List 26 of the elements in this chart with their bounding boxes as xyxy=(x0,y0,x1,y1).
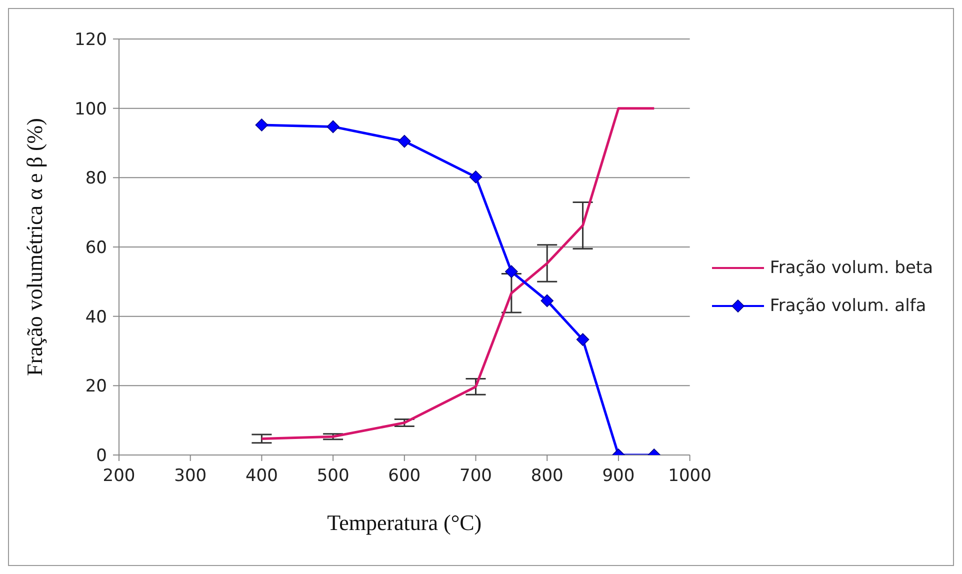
y-tick-label: 120 xyxy=(74,30,107,50)
x-tick-label: 400 xyxy=(245,466,278,486)
point xyxy=(255,118,268,132)
x-tick-label: 300 xyxy=(174,466,207,486)
y-tick-label: 60 xyxy=(85,238,107,258)
point xyxy=(398,134,411,148)
y-tick-label: 20 xyxy=(85,376,107,397)
x-tick-label: 900 xyxy=(602,466,635,486)
x-tick-label: 1000 xyxy=(668,466,712,486)
y-tick-label: 80 xyxy=(85,168,107,189)
y-axis-title: Fração volumétrica α e β (%) xyxy=(22,118,47,376)
point xyxy=(326,120,340,134)
point xyxy=(540,294,554,308)
x-tick-label: 700 xyxy=(460,466,492,486)
y-tick-label: 0 xyxy=(96,446,107,466)
x-axis-title: Temperatura (°C) xyxy=(327,510,482,535)
x-tick-label: 200 xyxy=(102,466,136,486)
x-tick-label: 800 xyxy=(530,466,564,486)
x-tick-label: 600 xyxy=(388,466,421,486)
legend-label: Fração volum. beta xyxy=(770,258,933,278)
x-tick-label: 500 xyxy=(316,466,350,486)
point xyxy=(469,170,482,184)
legend-label: Fração volum. alfa xyxy=(770,296,926,316)
point xyxy=(505,265,518,278)
y-tick-label: 100 xyxy=(74,99,107,120)
y-tick-label: 40 xyxy=(85,307,107,328)
